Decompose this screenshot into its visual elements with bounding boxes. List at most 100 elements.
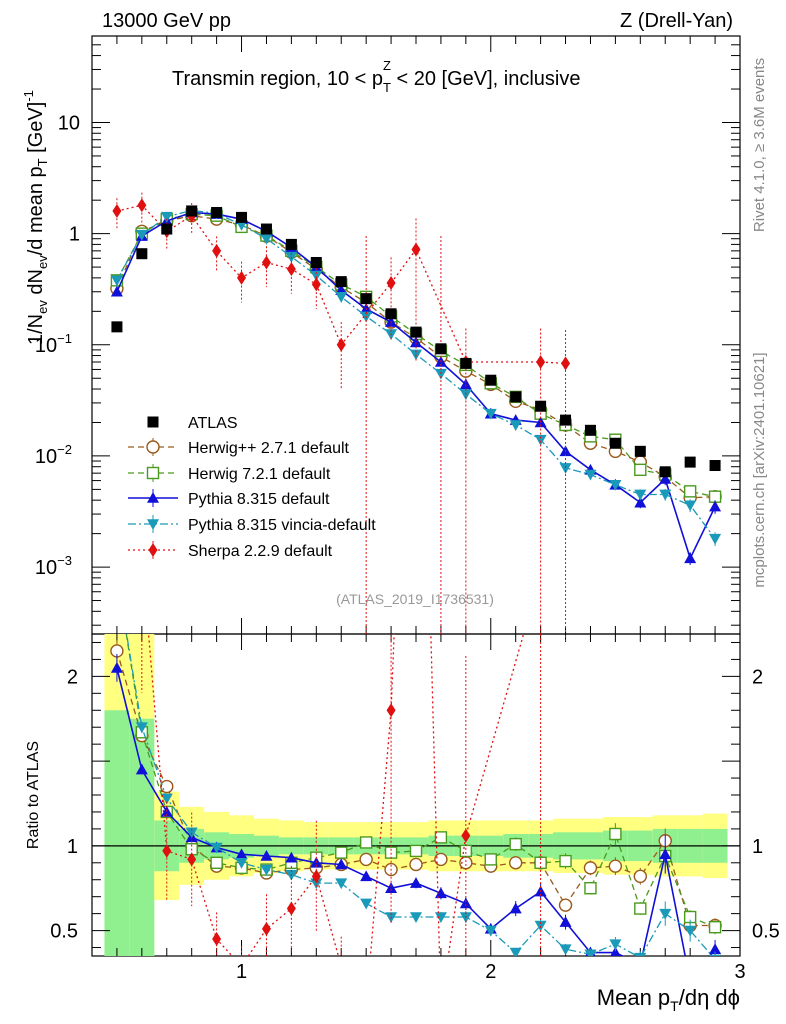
series-pythia-8-315-vincia-default-ratio-point [310,878,323,890]
ratio-tick-label-left: 2 [67,666,78,688]
series-sherpa-2-2-9-default-point [311,277,321,292]
series-pythia-8-315-default-ratio-point [385,882,398,894]
side-label-bottom: mcplots.cern.ch [arXiv:2401.10621] [751,352,768,587]
series-pythia-8-315-default-ratio-point [260,850,273,861]
legend-sherpa-2-2-9-default: Sherpa 2.2.9 default [128,541,333,560]
series-herwig-7-2-1-default-ratio-point [359,836,373,849]
series-sherpa-2-2-9-default-ratio-point [162,843,172,858]
legend-herwig-2-7-1-default-label: Herwig++ 2.7.1 default [188,440,350,457]
series-herwig-2-7-1-default-ratio [110,640,722,933]
series-herwig-7-2-1-default-ratio-point [409,844,423,858]
series-atlas-point [709,460,721,472]
series-pythia-8-315-vincia-default-point [659,489,672,501]
series-atlas-point [335,276,347,288]
legend-pythia-8-315-vincia-default-label: Pythia 8.315 vincia-default [188,517,376,534]
series-pythia-8-315-vincia-default-ratio-point [484,925,497,937]
series-pythia-8-315-vincia-default-point [534,434,547,446]
series-pythia-8-315-default-ratio-point [434,887,447,899]
series-sherpa-2-2-9-default-ratio-point [337,959,346,973]
series-herwig-7-2-1-default-ratio-point [111,569,122,580]
series-atlas-point [460,357,472,369]
series-herwig-2-7-1-default-ratio-point [409,857,423,872]
series-sherpa-2-2-9-default-ratio-point [261,921,271,936]
series-pythia-8-315-vincia-default-ratio-point [160,793,173,805]
series-pythia-8-315-vincia-default-point [634,489,647,501]
legend: ATLAS Herwig++ 2.7.1 default Herwig 7.2.1 … [128,415,376,560]
ratio-tick-label-left: 1 [67,836,78,858]
series-sherpa-2-2-9-default-point [386,275,396,290]
series-pythia-8-315-default-ratio-point [559,916,572,927]
series-pythia-8-315-default-point [410,336,422,348]
series-atlas-point [609,437,621,449]
tick-labels: 1 2 3 10−3 10−2 10−1 1 10 0.5 0.5 1 1 2 2 [35,112,780,983]
series-atlas-point [211,206,223,218]
series-pythia-8-315-vincia-default-point [684,500,697,512]
series-herwig-2-7-1-default-ratio-point [359,852,373,867]
series-herwig-7-2-1-default-ratio-point [335,846,348,859]
series-pythia-8-315-vincia-default-point [484,408,497,420]
title-sup: Z [383,58,391,73]
series-pythia-8-315-default-ratio-point [634,958,646,969]
series-herwig-2-7-1-default-ratio-point [558,898,573,912]
legend-pythia-8-315-default-marker [147,492,159,503]
series-atlas-point [410,326,422,338]
series-pythia-8-315-vincia-default-ratio-point [509,947,522,956]
series-pythia-8-315-vincia-default-ratio-point [111,570,123,581]
series-sherpa-2-2-9-default-point [286,262,296,277]
series-pythia-8-315-vincia-default-point [609,479,622,491]
series-sherpa-2-2-9-default-point [561,356,571,371]
series-pythia-8-315-vincia-default-point [160,211,173,223]
series-atlas-point [485,374,497,386]
series-atlas-point [260,223,272,235]
series-pythia-8-315-default-point [684,552,697,564]
y-tick-label: 10−3 [35,553,72,579]
legend-herwig-2-7-1-default: Herwig++ 2.7.1 default [128,438,350,457]
ratio-tick-label-right: 1 [752,836,763,858]
series-herwig-7-2-1-default-ratio-point [434,831,448,844]
series-sherpa-2-2-9-default-point [536,355,546,370]
series-pythia-8-315-vincia-default-ratio-point [659,908,672,920]
header-right: Z (Drell-Yan) [620,10,733,32]
series-atlas-point [285,238,297,250]
axis-ticks [91,35,741,956]
title-main: Transmin region, 10 < p [172,68,383,90]
series-pythia-8-315-default-ratio-point [410,877,422,888]
series-herwig-2-7-1-default-ratio-point [633,869,648,884]
series-herwig-7-2-1-default-ratio-point [708,920,722,934]
series-atlas-point [560,414,572,426]
series-pythia-8-315-default-point [709,500,722,512]
series-pythia-8-315-vincia-default-point [335,292,348,303]
series-pythia-8-315-vincia-default-ratio-point [335,878,348,890]
legend-sherpa-2-2-9-default-label: Sherpa 2.2.9 default [188,543,333,560]
series-herwig-7-2-1-default-ratio-point [484,853,497,866]
series-atlas-point [236,211,248,223]
series-pythia-8-315-vincia-default-point [584,469,597,481]
series-herwig-2-7-1-default-ratio-point [583,861,598,875]
series-atlas-point [111,321,123,333]
series-atlas-point [510,391,522,403]
series-pythia-8-315-default-point [634,496,647,508]
analysis-label: (ATLAS_2019_I1736531) [336,591,494,607]
series-sherpa-2-2-9-default-ratio-point [362,1000,371,1014]
series-pythia-8-315-default-ratio-point [285,851,298,863]
series-herwig-7-2-1-default-point [634,463,647,477]
series-pythia-8-315-vincia-default-point [110,275,123,287]
series-herwig-7-2-1-default-ratio-point [459,844,473,858]
series-herwig-2-7-1-default-ratio-point [160,779,174,794]
series-herwig-7-2-1-default-ratio-point [634,902,647,915]
series-pythia-8-315-default-point [659,473,672,484]
series-sherpa-2-2-9-default-ratio-point [187,852,197,867]
side-label-top: Rivet 4.1.0, ≥ 3.6M events [751,58,768,232]
series-pythia-8-315-vincia-default-ratio [111,570,722,956]
x-tick-label: 2 [485,961,496,983]
legend-herwig-7-2-1-default: Herwig 7.2.1 default [128,464,331,483]
series-atlas-main [111,205,721,478]
series-pythia-8-315-default-ratio-point [509,902,522,914]
series-sherpa-2-2-9-default-ratio-point [212,932,222,947]
series-pythia-8-315-default-ratio-point [360,870,373,882]
series-pythia-8-315-vincia-default-point [509,420,522,431]
ratio-series [110,569,722,1014]
series-sherpa-2-2-9-default-point [112,203,122,218]
series-atlas-point [634,445,646,457]
band-inner [104,710,130,956]
